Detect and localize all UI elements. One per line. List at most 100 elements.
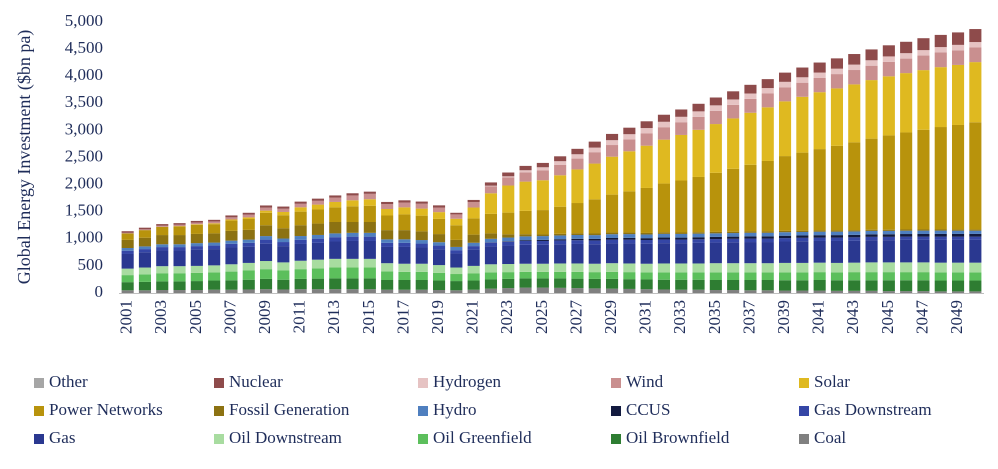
bar-segment (554, 239, 567, 241)
bar-segment (623, 243, 636, 264)
bar-segment (173, 235, 186, 245)
bar-segment (778, 238, 792, 242)
bar-segment (692, 242, 705, 264)
y-tick-label: 3,000 (65, 119, 103, 138)
bar-segment (363, 289, 376, 293)
legend-label: Wind (626, 372, 664, 391)
bar-segment (536, 244, 549, 264)
bar-segment (744, 232, 757, 237)
bar-segment (917, 129, 930, 230)
bar-segment (173, 273, 186, 282)
bar-segment (225, 219, 238, 221)
bar-segment (311, 242, 325, 260)
bar-segment (813, 272, 826, 280)
bar-segment (969, 230, 982, 234)
bar-segment (900, 229, 913, 231)
bar-segment (450, 225, 463, 240)
bar-segment (173, 223, 186, 225)
bar-segment (432, 245, 446, 250)
bar-segment (675, 109, 688, 117)
bar-segment (242, 242, 255, 247)
x-tick-label: 2031 (636, 300, 655, 334)
legend-label: Solar (814, 372, 850, 391)
bar-segment (917, 262, 930, 273)
bar-segment (121, 282, 134, 291)
bar-segment (190, 243, 203, 247)
bar-segment (900, 280, 913, 292)
bar-segment (329, 258, 342, 268)
bar-segment (917, 50, 930, 56)
x-tick-label: 2029 (601, 300, 620, 334)
bar-segment (865, 229, 878, 231)
legend-swatch (214, 406, 224, 416)
bar-segment (657, 263, 671, 273)
bar-segment (675, 243, 688, 264)
bar-segment (225, 289, 238, 293)
bar-segment (363, 232, 376, 237)
bar-segment (502, 278, 515, 289)
bar-segment (242, 217, 255, 220)
bar-segment (623, 127, 636, 135)
bar-segment (900, 239, 913, 263)
bar-segment (761, 290, 774, 293)
bar-segment (571, 263, 584, 272)
bar-segment (709, 105, 722, 111)
y-tick-label: 2,000 (65, 174, 103, 193)
bar-segment (225, 280, 238, 290)
bar-segment (588, 235, 601, 239)
bar-segment (294, 278, 307, 290)
bar-segment (536, 234, 549, 237)
bar-segment (536, 239, 549, 241)
bar-segment (450, 267, 463, 275)
bar-segment (761, 231, 774, 233)
bar-segment (467, 280, 480, 290)
x-tick-label: 2007 (220, 300, 239, 335)
bar-segment (761, 93, 774, 108)
bar-segment (450, 253, 463, 268)
bar-segment (848, 54, 861, 65)
bar-segment (848, 290, 861, 293)
bar-segment (484, 233, 498, 239)
bar-segment (398, 200, 411, 203)
bar-segment (138, 274, 152, 282)
bar-segment (934, 236, 947, 240)
bar-segment (381, 215, 394, 231)
bar-segment (623, 239, 636, 244)
bar-segment (778, 241, 792, 263)
bar-segment (415, 243, 428, 248)
legend-swatch (418, 406, 428, 416)
bar-segment (675, 134, 688, 181)
bar-segment (796, 152, 809, 231)
bar-segment (311, 234, 325, 239)
bar-segment (778, 232, 792, 236)
bar-segment (138, 246, 152, 250)
bar-segment (727, 118, 740, 169)
x-tick-label: 2037 (739, 300, 758, 335)
bar-segment (900, 58, 913, 74)
bar-segment (138, 290, 152, 293)
bar-segment (190, 224, 203, 225)
legend-swatch (611, 378, 621, 388)
bar-segment (882, 291, 895, 293)
bar-segment (830, 290, 844, 293)
bar-segment (519, 181, 532, 211)
bar-segment (865, 240, 878, 263)
bar-segment (467, 202, 480, 208)
bar-segment (640, 187, 653, 233)
x-tick-label: 2019 (428, 300, 447, 334)
bar-segment (502, 264, 515, 273)
bar-segment (744, 242, 757, 264)
legend-label: Other (49, 372, 88, 391)
bar-segment (934, 239, 947, 263)
bar-segment (208, 219, 221, 222)
bar-segment (311, 268, 325, 279)
bar-segment (951, 124, 965, 230)
bar-segment (951, 229, 965, 231)
bar-segment (450, 250, 463, 254)
bar-segment (259, 278, 273, 290)
bar-segment (934, 67, 947, 128)
bar-segment (242, 262, 255, 271)
bar-segment (727, 290, 740, 293)
bar-segment (969, 122, 982, 230)
bar-segment (692, 239, 705, 243)
